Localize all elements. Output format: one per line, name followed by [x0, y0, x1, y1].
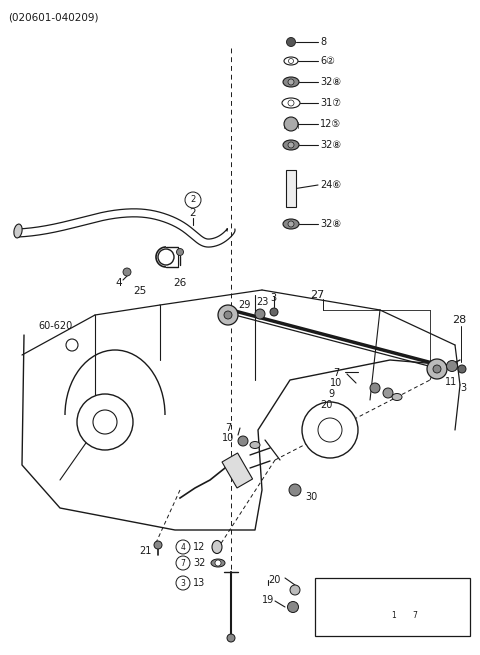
Circle shape	[370, 383, 380, 393]
Circle shape	[154, 541, 162, 549]
Text: 11: 11	[445, 377, 457, 387]
Ellipse shape	[392, 394, 402, 400]
Text: 31⑦: 31⑦	[320, 98, 341, 108]
Text: 20: 20	[320, 400, 332, 410]
Bar	[286, 170, 296, 207]
Ellipse shape	[212, 540, 222, 553]
Text: 1: 1	[392, 612, 396, 620]
Text: 3: 3	[460, 383, 466, 393]
Ellipse shape	[14, 224, 22, 238]
Circle shape	[270, 308, 278, 316]
Circle shape	[123, 268, 131, 276]
Text: 12: 12	[193, 542, 205, 552]
Text: 32⑧: 32⑧	[320, 140, 341, 150]
Text: (020601-040209): (020601-040209)	[8, 12, 98, 22]
Text: 2: 2	[191, 195, 196, 204]
Text: 7: 7	[413, 612, 418, 620]
Circle shape	[224, 311, 232, 319]
Text: 7: 7	[225, 423, 231, 433]
Circle shape	[288, 601, 299, 612]
Text: 6②: 6②	[320, 56, 335, 66]
Text: 29: 29	[238, 300, 251, 310]
Ellipse shape	[211, 559, 225, 567]
Text: 12⑤: 12⑤	[320, 119, 341, 129]
Circle shape	[290, 585, 300, 595]
Circle shape	[288, 142, 294, 148]
Text: 3: 3	[270, 293, 276, 303]
Ellipse shape	[283, 219, 299, 229]
Circle shape	[288, 58, 293, 64]
Circle shape	[288, 100, 294, 106]
Circle shape	[302, 402, 358, 458]
Text: 8: 8	[320, 37, 326, 47]
Text: 10: 10	[330, 378, 342, 388]
Text: 19: 19	[262, 595, 274, 605]
Text: THE NO.1 :: THE NO.1 :	[322, 611, 378, 621]
Circle shape	[255, 309, 265, 319]
Text: 4: 4	[115, 278, 121, 288]
Ellipse shape	[283, 140, 299, 150]
Circle shape	[427, 359, 447, 379]
Circle shape	[318, 418, 342, 442]
Circle shape	[185, 192, 201, 208]
Text: 9: 9	[328, 389, 334, 399]
Text: 10: 10	[222, 433, 234, 443]
Circle shape	[387, 609, 401, 623]
FancyBboxPatch shape	[315, 578, 470, 636]
Text: 30: 30	[305, 492, 317, 502]
Circle shape	[176, 576, 190, 590]
Circle shape	[458, 365, 466, 373]
Text: 32: 32	[193, 558, 205, 568]
Circle shape	[238, 436, 248, 446]
Text: 60-620: 60-620	[38, 321, 72, 331]
Circle shape	[158, 249, 174, 265]
Text: 7: 7	[180, 559, 185, 567]
Bar	[222, 453, 252, 488]
Text: 13: 13	[193, 578, 205, 588]
Text: 7: 7	[333, 368, 339, 378]
Ellipse shape	[282, 98, 300, 108]
Circle shape	[176, 556, 190, 570]
Text: 27: 27	[310, 290, 324, 300]
Text: 32⑧: 32⑧	[320, 77, 341, 87]
Circle shape	[288, 221, 294, 227]
Circle shape	[408, 609, 422, 623]
Text: 3: 3	[180, 578, 185, 588]
Circle shape	[77, 394, 133, 450]
Text: NOTE: NOTE	[320, 582, 350, 592]
Circle shape	[93, 410, 117, 434]
Text: ~: ~	[402, 611, 410, 621]
Text: 20: 20	[268, 575, 280, 585]
Circle shape	[227, 634, 235, 642]
Circle shape	[287, 37, 296, 47]
Circle shape	[218, 305, 238, 325]
Ellipse shape	[250, 441, 260, 449]
Ellipse shape	[284, 117, 298, 131]
Circle shape	[288, 79, 294, 85]
Circle shape	[66, 339, 78, 351]
Circle shape	[177, 248, 183, 255]
Text: 32⑧: 32⑧	[320, 219, 341, 229]
Text: 25: 25	[133, 286, 146, 296]
Circle shape	[446, 360, 457, 371]
Text: 26: 26	[173, 278, 186, 288]
Circle shape	[433, 365, 441, 373]
Text: 2: 2	[190, 208, 196, 218]
Text: 28: 28	[452, 315, 466, 325]
Text: 21: 21	[139, 546, 151, 556]
Circle shape	[215, 560, 221, 566]
Ellipse shape	[284, 57, 298, 65]
Circle shape	[383, 388, 393, 398]
Ellipse shape	[283, 77, 299, 87]
Circle shape	[176, 540, 190, 554]
Text: 23: 23	[256, 297, 268, 307]
Text: 4: 4	[180, 542, 185, 552]
Text: 24⑥: 24⑥	[320, 180, 341, 190]
Circle shape	[289, 484, 301, 496]
